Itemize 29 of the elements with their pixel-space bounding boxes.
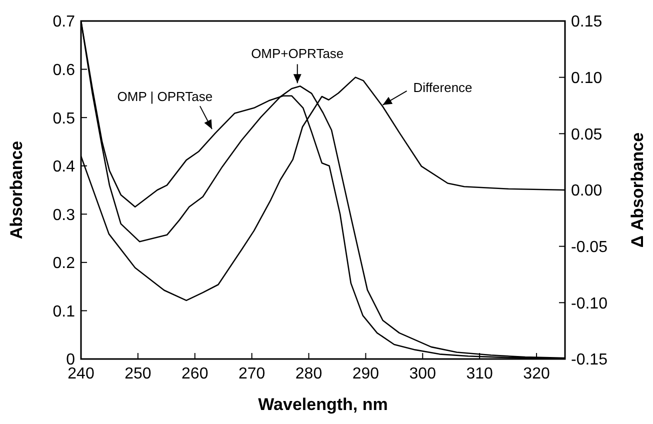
y2-tick-label: 0.00: [571, 182, 602, 200]
y2-tick-label: -0.10: [571, 295, 608, 312]
y-tick-label: 0.1: [52, 303, 76, 320]
y-tick-label: 0.3: [52, 206, 76, 224]
x-tick-label: 240: [68, 365, 94, 382]
y2-tick-label: -0.15: [571, 352, 608, 369]
x-tick-label: 290: [352, 365, 380, 382]
annotation: Difference: [413, 80, 472, 95]
annotation: OMP | OPRTase: [117, 89, 213, 104]
annotation: OMP+OPRTase: [251, 46, 344, 62]
y2-tick-label: 0.15: [571, 14, 602, 31]
y-axis-title: Absorbance: [7, 140, 26, 240]
y2-axis-title: Δ Absorbance: [628, 132, 648, 248]
x-tick-label: 300: [409, 365, 436, 382]
y2-tick-label: -0.05: [571, 239, 608, 256]
x-axis-title: Wavelength, nm: [258, 395, 388, 414]
x-tick-label: 320: [523, 365, 550, 382]
x-tick-label: 310: [466, 365, 494, 382]
y-tick-label: 0.5: [52, 110, 76, 128]
y2-tick-label: 0.05: [571, 126, 602, 144]
y-tick-label: 0.4: [52, 158, 76, 176]
y-tick-label: 0.6: [52, 62, 76, 79]
y-tick-label: 0.7: [52, 14, 76, 31]
x-tick-label: 280: [295, 365, 322, 382]
x-tick-label: 270: [238, 365, 266, 382]
x-tick-label: 250: [124, 365, 152, 382]
y2-tick-label: 0.10: [571, 70, 602, 88]
y-tick-label: 0.2: [52, 255, 76, 272]
x-tick-label: 260: [182, 365, 208, 382]
